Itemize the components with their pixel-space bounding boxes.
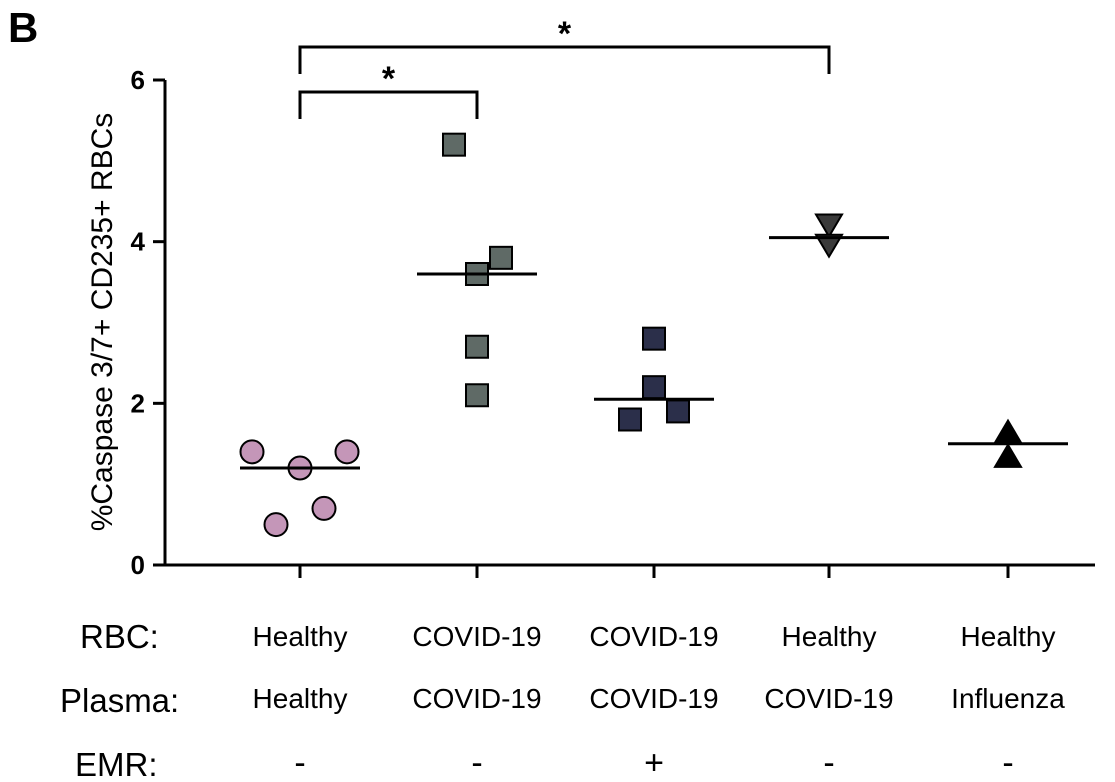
- data-point-triangle-up: [993, 418, 1023, 444]
- emr-condition-label: -: [823, 744, 834, 782]
- data-point-square: [465, 383, 489, 408]
- rbc-condition-label: COVID-19: [589, 621, 718, 652]
- data-point-square: [642, 375, 666, 400]
- rbc-condition-label: Healthy: [253, 621, 348, 652]
- data-point-square: [642, 326, 666, 351]
- plasma-condition-label: COVID-19: [764, 683, 893, 714]
- data-point-circle: [239, 439, 265, 465]
- y-tick-label: 6: [131, 65, 145, 95]
- significance-bracket: [298, 45, 831, 74]
- rbc-condition-label: Healthy: [782, 621, 877, 652]
- emr-condition-label: -: [1002, 744, 1013, 782]
- data-point-square: [618, 407, 642, 432]
- mean-lines: [240, 236, 1068, 470]
- plasma-condition-label: Influenza: [951, 683, 1065, 714]
- panel-letter: B: [8, 4, 38, 51]
- y-axis-label: %Caspase 3/7+ CD235+ RBCs: [86, 113, 119, 532]
- plasma-condition-label: COVID-19: [412, 683, 541, 714]
- data-point-circle: [311, 495, 337, 521]
- data-point-square: [442, 132, 466, 157]
- data-point-square: [489, 245, 513, 270]
- significance-star: *: [382, 60, 396, 98]
- plasma-condition-label: COVID-19: [589, 683, 718, 714]
- emr-condition-label: -: [471, 744, 482, 782]
- significance-brackets: **: [298, 15, 831, 119]
- data-point-triangle-up: [993, 442, 1023, 468]
- rbc-condition-label: COVID-19: [412, 621, 541, 652]
- significance-bracket: [298, 90, 479, 119]
- data-point-triangle-down: [814, 233, 844, 259]
- row-label-emr: EMR:: [75, 746, 158, 782]
- y-tick-label: 0: [131, 550, 145, 580]
- data-point-circle: [263, 512, 289, 538]
- data-point-circle: [334, 439, 360, 465]
- row-label-plasma: Plasma:: [60, 682, 179, 719]
- emr-condition-label: -: [294, 744, 305, 782]
- rbc-condition-label: Healthy: [961, 621, 1056, 652]
- data-point-square: [666, 399, 690, 424]
- data-points: [239, 132, 1023, 538]
- plasma-condition-label: Healthy: [253, 683, 348, 714]
- y-tick-label: 2: [131, 388, 145, 418]
- axes: 0 2 4 6: [131, 65, 1095, 580]
- y-tick-label: 4: [131, 227, 146, 257]
- data-point-triangle-down: [814, 213, 844, 239]
- condition-table: Healthy Healthy - COVID-19 COVID-19 - COVID-19…: [253, 621, 1066, 782]
- row-label-rbc: RBC:: [80, 618, 159, 655]
- emr-condition-label: +: [644, 744, 664, 782]
- significance-star: *: [558, 15, 572, 53]
- data-point-square: [465, 334, 489, 359]
